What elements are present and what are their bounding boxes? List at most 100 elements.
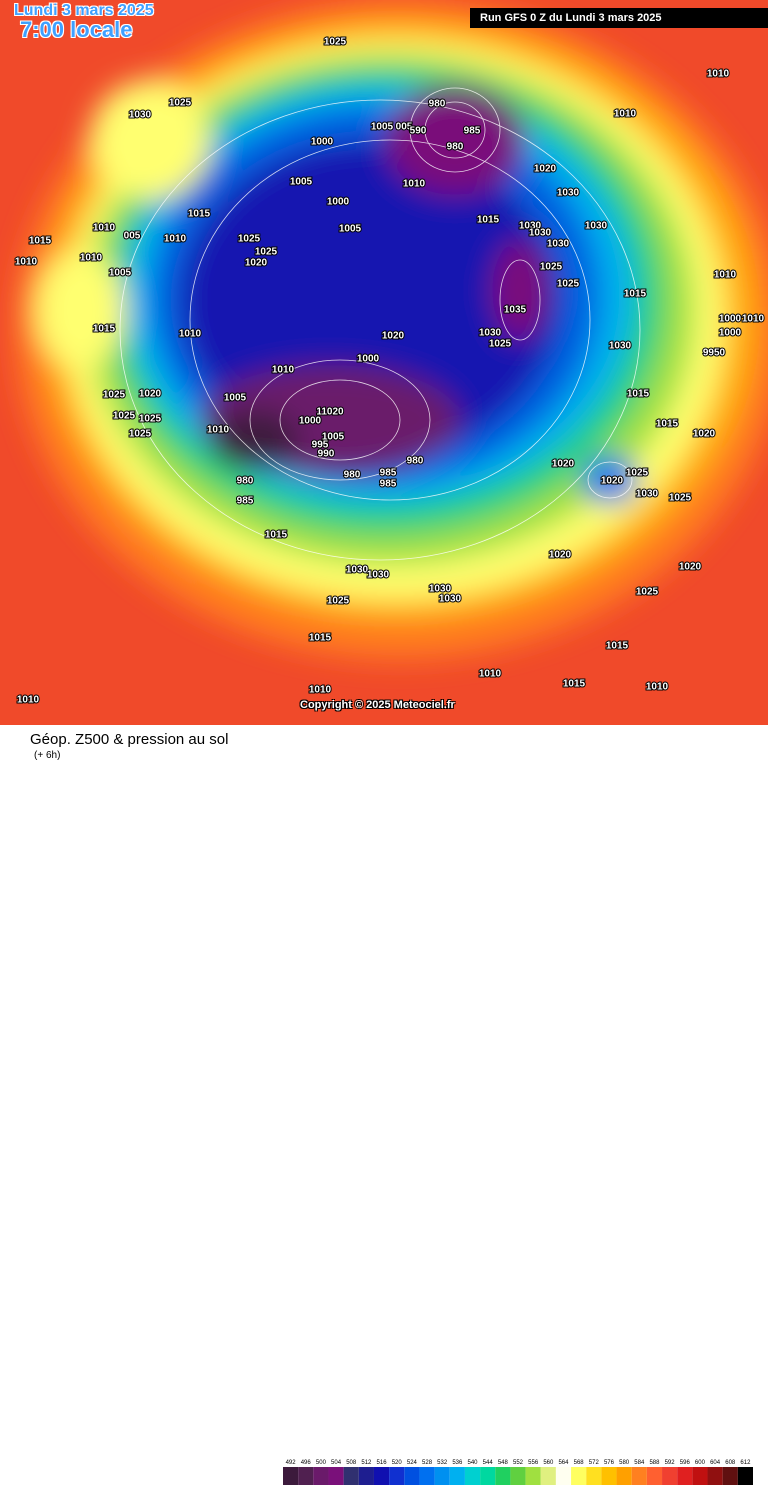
isobar-label: 005 bbox=[124, 231, 141, 242]
scale-swatch bbox=[358, 1467, 374, 1485]
isobar-label: 985 bbox=[380, 479, 397, 490]
isobar-label: 1030 bbox=[585, 221, 608, 232]
isobar-label: 590 bbox=[410, 126, 427, 137]
scale-label: 608 bbox=[725, 1460, 736, 1466]
scale-swatch bbox=[737, 1467, 753, 1485]
scale-swatch bbox=[707, 1467, 723, 1485]
date: Lundi 3 mars 2025 bbox=[14, 2, 154, 19]
isobar-label: 1025 bbox=[489, 339, 512, 350]
scale-label: 528 bbox=[422, 1460, 433, 1466]
isobar-label: 1020 bbox=[552, 459, 575, 470]
isobar-label: 1010 bbox=[742, 314, 765, 325]
isobar-label: 1010 bbox=[15, 257, 38, 268]
scale-swatch bbox=[480, 1467, 496, 1485]
isobar-label: 1005 bbox=[339, 224, 362, 235]
isobar-label: 1025 bbox=[626, 468, 649, 479]
isobar-label: 9950 bbox=[703, 348, 726, 359]
isobar-label: 985 bbox=[380, 468, 397, 479]
isobar-label: 005 bbox=[396, 122, 413, 133]
isobar-label: 1010 bbox=[207, 425, 230, 436]
scale-label: 552 bbox=[513, 1460, 524, 1466]
scale-label: 532 bbox=[437, 1460, 448, 1466]
isobars bbox=[119, 87, 641, 561]
isobar-label: 1025 bbox=[327, 596, 350, 607]
isobar-label: 1030 bbox=[429, 584, 452, 595]
scale-label: 548 bbox=[498, 1460, 509, 1466]
scale-swatch bbox=[722, 1467, 738, 1485]
isobar-label: 1025 bbox=[238, 234, 261, 245]
scale-swatch bbox=[373, 1467, 390, 1485]
scale-label: 500 bbox=[316, 1460, 327, 1466]
isobar-label: 1010 bbox=[646, 682, 669, 693]
scale-label: 576 bbox=[604, 1460, 615, 1466]
isobar-label: 1010 bbox=[272, 365, 295, 376]
scale-swatch bbox=[464, 1467, 481, 1485]
isobar-label: 1000 bbox=[311, 137, 334, 148]
isobar-label: 1010 bbox=[80, 253, 103, 264]
isobar-label: 1030 bbox=[557, 188, 580, 199]
scale-swatch bbox=[677, 1467, 693, 1485]
scale-label: 564 bbox=[558, 1460, 569, 1466]
scale-swatch bbox=[662, 1467, 678, 1485]
isobar-label: 1020 bbox=[679, 562, 702, 573]
geopotential-field bbox=[15, 0, 768, 660]
isobar-label: 1010 bbox=[707, 69, 730, 80]
scale-swatch bbox=[631, 1467, 647, 1485]
isobar-label: 1025 bbox=[129, 429, 152, 440]
isobar-label: 1020 bbox=[601, 476, 624, 487]
isobar-label: 980 bbox=[237, 476, 254, 487]
isobar-label: 1030 bbox=[547, 239, 570, 250]
scale-label: 520 bbox=[392, 1460, 403, 1466]
scale-swatch bbox=[601, 1467, 617, 1485]
isobar-label: 1005 bbox=[322, 432, 345, 443]
isobar-label: 980 bbox=[407, 456, 424, 467]
isobar-label: 1015 bbox=[188, 209, 211, 220]
isobar-label: 1010 bbox=[614, 109, 637, 120]
isobar-label: 1015 bbox=[606, 641, 629, 652]
color-scale: 492 496 500 504 508 512 516 520 524 528 532 536 540 5… bbox=[283, 1460, 753, 1485]
isobar-label: 1010 bbox=[403, 179, 426, 190]
isobar-label: 1025 bbox=[103, 390, 126, 401]
isobar-label: 1025 bbox=[324, 37, 347, 48]
scale-label: 568 bbox=[574, 1460, 585, 1466]
isobar-label: 985 bbox=[464, 126, 481, 137]
scale-label: 508 bbox=[346, 1460, 357, 1466]
isobar-label: 1015 bbox=[627, 389, 650, 400]
isobar-label: 990 bbox=[318, 449, 335, 460]
scale-swatch bbox=[389, 1467, 405, 1485]
isobar-label: 1000 bbox=[327, 197, 350, 208]
isobar-label: 1010 bbox=[17, 695, 40, 706]
scale-swatch bbox=[646, 1467, 663, 1485]
isobar-label: 1010 bbox=[479, 669, 502, 680]
isobar-label: 1030 bbox=[529, 228, 552, 239]
forecast-step: (+ 6h) bbox=[34, 750, 61, 761]
scale-swatch bbox=[283, 1467, 299, 1485]
scale-label: 612 bbox=[740, 1460, 751, 1466]
scale-swatch bbox=[298, 1467, 314, 1485]
isobar-label: 1000 bbox=[719, 328, 742, 339]
scale-swatch bbox=[495, 1467, 511, 1485]
scale-swatch bbox=[313, 1467, 329, 1485]
isobar-label: 1010 bbox=[714, 270, 737, 281]
scale-swatch bbox=[540, 1467, 556, 1485]
scale-label: 492 bbox=[286, 1460, 297, 1466]
scale-label: 588 bbox=[649, 1460, 660, 1466]
isobar-label: 1025 bbox=[557, 279, 580, 290]
isobar-label: 1030 bbox=[439, 594, 462, 605]
scale-label: 496 bbox=[301, 1460, 312, 1466]
scale-label: 572 bbox=[589, 1460, 600, 1466]
isobar-label: 1010 bbox=[93, 223, 116, 234]
scale-label: 560 bbox=[543, 1460, 554, 1466]
scale-swatch bbox=[555, 1467, 572, 1485]
isobar-label: 1020 bbox=[382, 331, 405, 342]
isobar-label: 1015 bbox=[624, 289, 647, 300]
isobar-label: 1020 bbox=[534, 164, 557, 175]
scale-swatch bbox=[404, 1467, 420, 1485]
isobar-label: 1030 bbox=[636, 489, 659, 500]
scale-label: 536 bbox=[452, 1460, 463, 1466]
isobar-label: 1005 bbox=[224, 393, 247, 404]
isobar-label: 1025 bbox=[255, 247, 278, 258]
